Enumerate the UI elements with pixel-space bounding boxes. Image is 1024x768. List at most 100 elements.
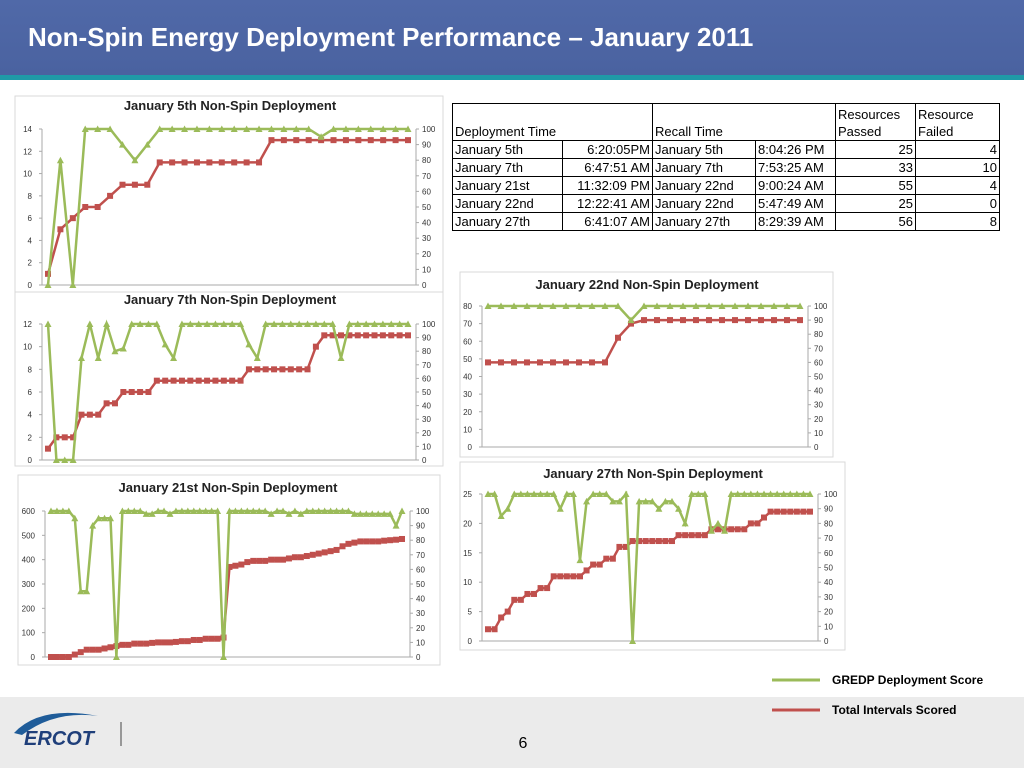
point-square [274, 556, 281, 563]
point-square [169, 159, 176, 166]
point-triangle [83, 587, 91, 595]
y2-tick-label: 100 [422, 320, 436, 329]
point-triangle [71, 514, 79, 522]
point-square [706, 317, 712, 324]
point-square [125, 641, 132, 648]
legend-label: GREDP Deployment Score [832, 673, 983, 687]
point-square [95, 411, 102, 418]
point-triangle [484, 302, 492, 309]
point-triangle [249, 507, 257, 514]
point-square [537, 359, 543, 366]
point-square [641, 317, 647, 324]
point-square [226, 563, 233, 570]
y-tick-label: 80 [463, 302, 472, 311]
point-triangle [379, 320, 387, 327]
y2-tick-label: 90 [416, 522, 425, 531]
y-tick-label: 0 [28, 456, 33, 465]
y2-tick-label: 60 [422, 187, 431, 196]
point-triangle [354, 125, 362, 132]
y-tick-label: 2 [28, 433, 33, 442]
point-triangle [112, 653, 120, 660]
point-triangle [279, 507, 287, 514]
point-triangle [339, 507, 347, 514]
point-square [262, 366, 269, 373]
point-square [774, 508, 781, 515]
point-square [682, 532, 689, 539]
chart-frame [459, 271, 834, 458]
point-square [771, 317, 777, 324]
point-square [387, 537, 394, 544]
y2-tick-label: 30 [422, 415, 431, 424]
point-square [280, 137, 287, 144]
y2-tick-label: 70 [814, 344, 823, 353]
point-square [312, 343, 319, 350]
point-square [137, 389, 144, 395]
point-square [351, 539, 358, 546]
point-square [550, 573, 557, 580]
table-cell: 6:20:05PM [562, 140, 653, 159]
point-square [144, 181, 151, 188]
point-square [184, 638, 191, 645]
point-triangle [731, 302, 739, 309]
y2-tick-label: 70 [422, 172, 431, 181]
point-square [103, 400, 110, 407]
point-triangle [575, 302, 583, 309]
point-square [131, 640, 138, 647]
point-triangle [103, 320, 111, 327]
point-triangle [747, 490, 755, 497]
point-square [296, 366, 303, 373]
point-square [214, 635, 221, 642]
y2-tick-label: 80 [814, 330, 823, 339]
point-square [375, 538, 382, 545]
table-row: January 5th 6:20:05PM January 5th 8:04:26 P… [452, 140, 1000, 159]
point-triangle [753, 490, 761, 497]
point-square [357, 538, 364, 545]
point-square [119, 641, 126, 648]
point-triangle [243, 125, 251, 132]
point-triangle [130, 507, 138, 514]
y2-tick-label: 0 [824, 637, 829, 646]
point-square [83, 646, 90, 653]
point-square [485, 359, 491, 366]
point-square [780, 508, 787, 515]
y2-tick-label: 60 [422, 374, 431, 383]
header-cell: Resources Passed [835, 103, 916, 141]
point-triangle [793, 490, 801, 497]
point-triangle [172, 507, 180, 514]
y-tick-label: 20 [463, 408, 472, 417]
point-triangle [309, 507, 317, 514]
point-triangle [47, 507, 55, 514]
point-square [701, 532, 708, 539]
point-triangle [320, 320, 328, 327]
point-triangle [230, 125, 238, 132]
point-square [345, 540, 352, 547]
y2-tick-label: 100 [416, 507, 430, 516]
point-square [355, 137, 362, 144]
point-triangle [530, 490, 538, 497]
y2-tick-label: 30 [814, 401, 823, 410]
point-triangle [694, 490, 702, 497]
point-square [212, 377, 219, 384]
point-square [193, 159, 200, 166]
point-square [69, 215, 76, 222]
y2-tick-label: 60 [824, 549, 833, 558]
y2-tick-label: 10 [824, 622, 833, 631]
point-triangle [367, 125, 375, 132]
point-square [392, 137, 399, 144]
point-triangle [688, 490, 696, 497]
y-tick-label: 10 [23, 343, 32, 352]
point-square [245, 366, 252, 373]
y2-tick-label: 40 [416, 595, 425, 604]
point-triangle [327, 507, 335, 514]
point-square [603, 555, 610, 562]
point-triangle [380, 510, 388, 517]
point-square [800, 508, 807, 515]
y2-tick-label: 50 [824, 564, 833, 573]
point-triangle [317, 133, 325, 140]
point-square [71, 651, 78, 658]
point-triangle [193, 125, 201, 132]
table-cell: January 22nd [452, 194, 563, 213]
point-square [153, 377, 160, 384]
point-triangle [195, 320, 203, 327]
